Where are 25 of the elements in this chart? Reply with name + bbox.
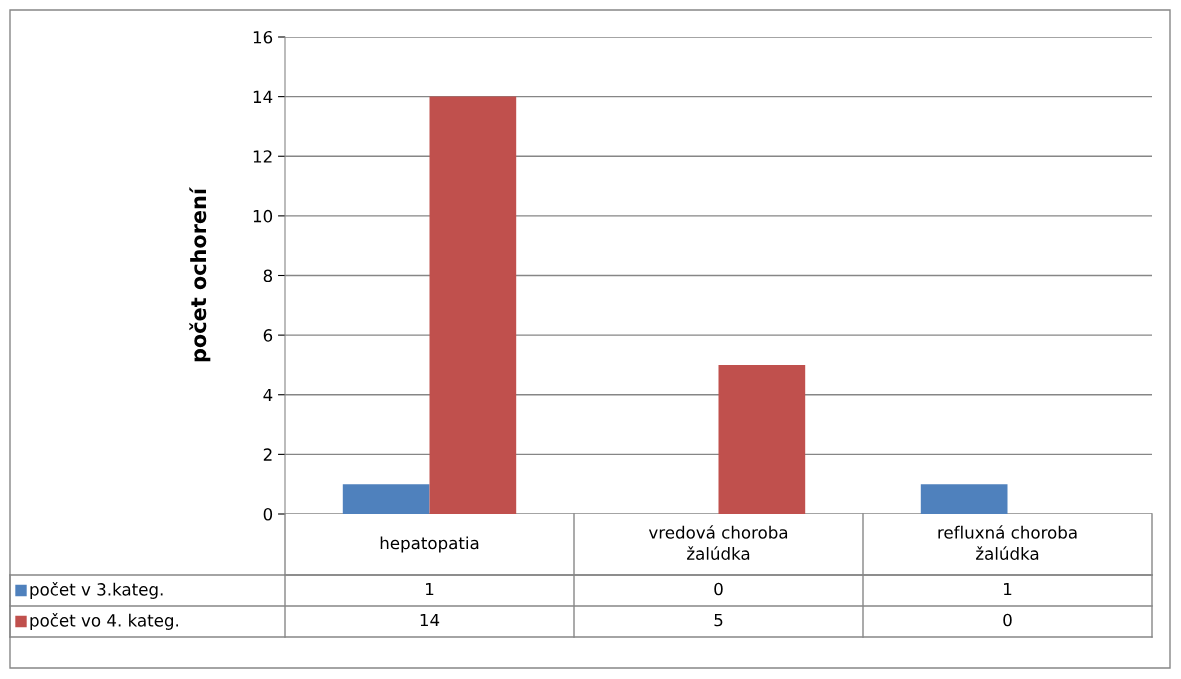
legend-label: počet v 3.kateg. xyxy=(30,582,163,599)
y-axis-title: počet ochorení xyxy=(189,187,211,362)
y-tick-label: 10 xyxy=(253,209,273,223)
bar xyxy=(718,364,806,514)
data-label: 5 xyxy=(714,613,723,627)
y-tick-label: 14 xyxy=(253,90,273,103)
y-tick-label: 6 xyxy=(263,329,273,342)
data-label: 0 xyxy=(714,582,723,596)
data-label: 0 xyxy=(1003,613,1012,627)
legend-label: počet vo 4. kateg. xyxy=(30,613,179,630)
x-tick-label: refluxná choroba žalúdka xyxy=(938,525,1077,560)
bar xyxy=(429,96,517,514)
data-label: 1 xyxy=(426,582,434,596)
y-tick-label: 16 xyxy=(253,30,273,44)
data-label: 1 xyxy=(1004,582,1012,596)
x-tick-label: hepatopatia xyxy=(380,536,479,553)
x-tick-label: vredová choroba žalúdka xyxy=(648,525,788,560)
y-tick-label: 12 xyxy=(253,150,272,163)
data-label: 14 xyxy=(420,613,440,627)
bar xyxy=(342,484,430,514)
bar xyxy=(920,484,1008,514)
y-tick-label: 8 xyxy=(263,269,273,283)
y-tick-label: 0 xyxy=(263,507,273,521)
y-tick-label: 2 xyxy=(263,448,272,461)
y-tick-label: 4 xyxy=(263,388,273,402)
